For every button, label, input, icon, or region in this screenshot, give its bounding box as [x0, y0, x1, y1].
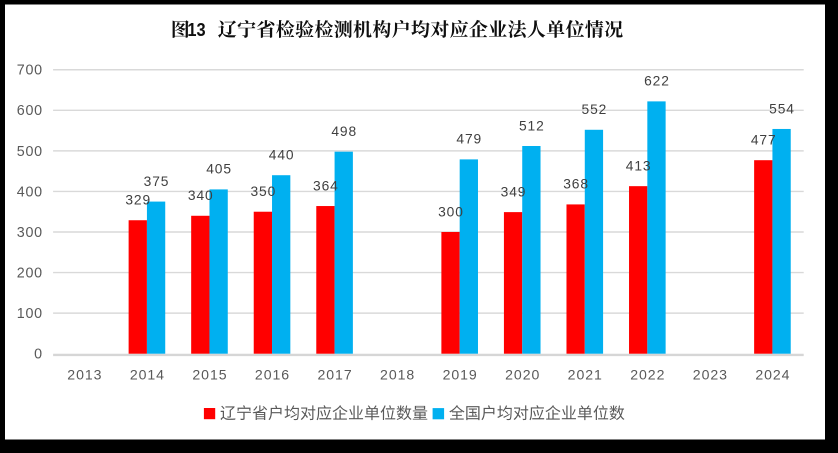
svg-text:340: 340	[188, 188, 213, 203]
svg-text:0: 0	[34, 347, 42, 363]
svg-text:329: 329	[125, 193, 150, 208]
svg-text:512: 512	[519, 118, 544, 133]
svg-text:2022: 2022	[630, 367, 664, 383]
svg-text:479: 479	[456, 132, 481, 147]
svg-text:2018: 2018	[380, 367, 414, 383]
svg-text:200: 200	[17, 265, 42, 281]
svg-text:498: 498	[331, 124, 356, 139]
svg-text:500: 500	[17, 144, 42, 160]
svg-text:413: 413	[626, 158, 651, 173]
svg-text:2023: 2023	[693, 367, 727, 383]
svg-text:300: 300	[438, 204, 463, 219]
svg-text:440: 440	[269, 148, 294, 163]
svg-text:100: 100	[17, 306, 42, 322]
svg-text:375: 375	[144, 174, 169, 189]
svg-text:2019: 2019	[443, 367, 477, 383]
svg-text:477: 477	[751, 133, 776, 148]
svg-text:405: 405	[206, 162, 231, 177]
svg-text:700: 700	[17, 63, 42, 79]
svg-text:300: 300	[17, 225, 42, 241]
svg-text:2024: 2024	[755, 367, 789, 383]
svg-text:400: 400	[17, 184, 42, 200]
svg-text:368: 368	[563, 177, 588, 192]
svg-text:13: 13	[187, 20, 205, 41]
svg-text:2013: 2013	[67, 367, 101, 383]
svg-text:364: 364	[313, 178, 338, 193]
svg-text:554: 554	[769, 101, 794, 116]
svg-text:600: 600	[17, 103, 42, 119]
svg-text:622: 622	[644, 74, 669, 89]
svg-text:2021: 2021	[568, 367, 602, 383]
svg-text:552: 552	[582, 102, 607, 117]
svg-text:2020: 2020	[505, 367, 539, 383]
svg-text:349: 349	[501, 184, 526, 199]
svg-text:2015: 2015	[192, 367, 226, 383]
svg-text:2016: 2016	[255, 367, 289, 383]
svg-text:2017: 2017	[317, 367, 351, 383]
svg-text:350: 350	[250, 184, 275, 199]
svg-text:2014: 2014	[130, 367, 164, 383]
